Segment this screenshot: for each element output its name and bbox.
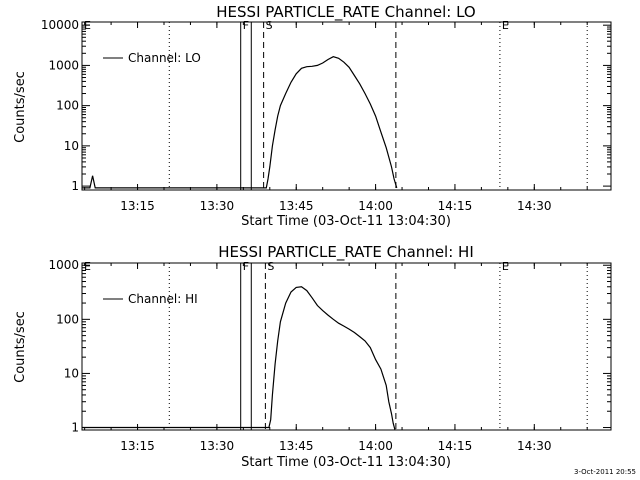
y-tick-label: 10 xyxy=(64,366,79,380)
y-axis-label: Counts/sec xyxy=(13,71,28,143)
x-tick-label: 14:00 xyxy=(358,199,393,213)
event-marker-label: F xyxy=(243,260,249,273)
event-marker-label: E xyxy=(502,19,509,32)
x-tick-label: 13:15 xyxy=(120,199,155,213)
x-tick-label: 14:00 xyxy=(358,439,393,453)
x-axis-label: Start Time (03-Oct-11 13:04:30) xyxy=(241,455,451,470)
event-marker-label: F xyxy=(243,19,249,32)
series-line xyxy=(82,56,398,189)
event-marker-label: E xyxy=(502,260,509,273)
plot-frame xyxy=(81,262,612,431)
x-tick-label: 13:45 xyxy=(279,439,314,453)
x-tick-label: 13:30 xyxy=(200,199,235,213)
plot-frame xyxy=(81,21,612,191)
legend-label: Channel: LO xyxy=(128,51,201,65)
event-marker-label: E xyxy=(84,260,91,273)
y-tick-label: 10 xyxy=(64,139,79,153)
x-axis-label: Start Time (03-Oct-11 13:04:30) xyxy=(241,214,451,229)
y-axis-label: Counts/sec xyxy=(13,311,28,383)
y-tick-label: 1000 xyxy=(48,58,79,72)
x-tick-label: 14:15 xyxy=(438,199,473,213)
chart-title: HESSI PARTICLE_RATE Channel: HI xyxy=(218,243,474,262)
x-tick-label: 14:30 xyxy=(517,439,552,453)
event-marker-label: S xyxy=(267,260,274,273)
y-tick-label: 100 xyxy=(56,312,79,326)
lo-channel-panel: HESSI PARTICLE_RATE Channel: LO Start Ti… xyxy=(13,3,612,229)
y-tick-label: 10000 xyxy=(41,18,79,32)
y-tick-label: 100 xyxy=(56,99,79,113)
y-tick-label: 1 xyxy=(71,421,79,435)
y-tick-label: 1000 xyxy=(48,258,79,272)
x-tick-label: 13:45 xyxy=(279,199,314,213)
x-tick-label: 13:30 xyxy=(200,439,235,453)
x-tick-label: 13:15 xyxy=(120,439,155,453)
legend-label: Channel: HI xyxy=(128,292,198,306)
event-marker-label: E xyxy=(84,19,91,32)
series-line xyxy=(82,286,396,431)
y-tick-label: 1 xyxy=(71,179,79,193)
footer-timestamp: 3-Oct-2011 20:55 xyxy=(574,468,636,476)
x-tick-label: 14:30 xyxy=(517,199,552,213)
hi-channel-panel: HESSI PARTICLE_RATE Channel: HI Start Ti… xyxy=(13,243,612,470)
event-marker-label: S xyxy=(266,19,273,32)
chart-title: HESSI PARTICLE_RATE Channel: LO xyxy=(216,3,475,22)
x-tick-label: 14:15 xyxy=(438,439,473,453)
